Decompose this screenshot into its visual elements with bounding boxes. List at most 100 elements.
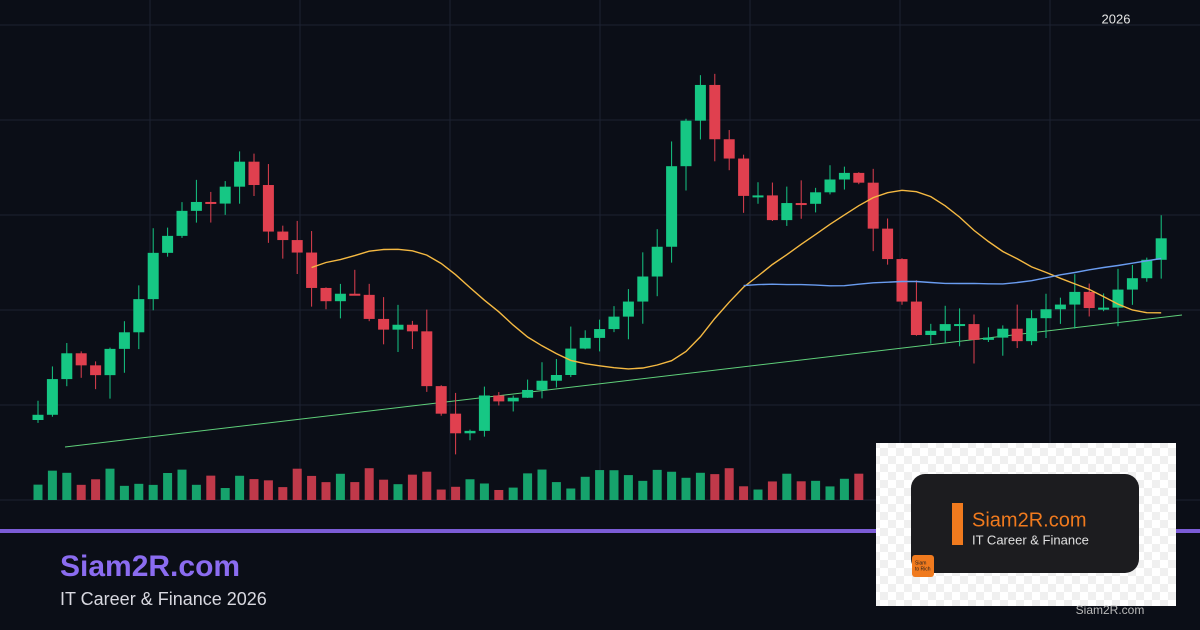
badge-text: Siam	[915, 560, 926, 566]
candle-body	[306, 252, 318, 288]
candle-body	[162, 235, 174, 253]
candle-body	[1011, 328, 1023, 342]
volume-bar	[278, 487, 288, 500]
volume	[33, 468, 864, 500]
volume-bar	[537, 469, 547, 500]
candles	[32, 73, 1167, 455]
volume-bar	[508, 487, 518, 500]
volume-bar	[451, 486, 461, 500]
volume-bar	[62, 472, 72, 500]
volume-bar	[796, 481, 806, 500]
volume-bar	[753, 489, 763, 500]
volume-bar	[220, 488, 230, 500]
volume-bar	[854, 473, 864, 500]
card	[911, 474, 1139, 573]
candle-body	[147, 252, 159, 300]
candle-body	[853, 172, 865, 183]
candle-body	[262, 185, 274, 232]
divider	[0, 529, 1200, 533]
candle-body	[1040, 309, 1052, 319]
volume-bar	[105, 468, 115, 500]
candle-body	[867, 182, 879, 229]
candle-body	[363, 294, 375, 319]
volume-bar	[623, 475, 633, 500]
badge	[912, 555, 934, 577]
candle-body	[1098, 307, 1110, 310]
volume-bar	[782, 473, 792, 500]
volume-bar	[163, 472, 173, 500]
candle-body	[349, 293, 361, 296]
candle-body	[61, 353, 73, 380]
volume-bar	[76, 484, 86, 500]
candle-body	[824, 179, 836, 193]
candle-body	[1054, 304, 1066, 310]
candle-body	[738, 158, 750, 196]
candle-body	[536, 380, 548, 390]
candle-body	[882, 228, 894, 260]
candle-body	[190, 201, 202, 211]
moving-average	[311, 189, 1162, 370]
candle-body	[32, 414, 44, 420]
candle-body	[118, 332, 130, 349]
candle-body	[723, 139, 735, 159]
volume-bar	[206, 475, 216, 500]
volume-bar	[191, 484, 201, 500]
badge-text: to Rich	[915, 566, 931, 572]
volume-bar	[235, 475, 245, 500]
candle-body	[954, 324, 966, 327]
volume-bar	[436, 489, 446, 500]
candle-body	[810, 192, 822, 204]
volume-bar	[595, 470, 605, 500]
volume-bar	[767, 481, 777, 500]
volume-bar	[739, 486, 749, 500]
logo-card: Siam2R.com IT Career & Finance Siam to R…	[876, 443, 1176, 606]
candle-body	[507, 397, 519, 402]
volume-bar	[292, 468, 302, 500]
volume-bar	[609, 470, 619, 500]
volume-bar	[119, 485, 129, 500]
volume-bar	[47, 470, 57, 500]
candle-body	[694, 84, 706, 121]
candle-body	[1126, 278, 1138, 290]
candle-body	[1155, 238, 1167, 260]
volume-bar	[465, 479, 475, 500]
candle-body	[781, 203, 793, 221]
volume-bar	[710, 474, 720, 500]
candle-body	[622, 301, 634, 317]
candle-body	[565, 348, 577, 376]
candle-body	[46, 379, 58, 415]
candle-body	[709, 84, 721, 140]
logo-bar	[952, 503, 963, 545]
candle-body	[795, 203, 807, 206]
volume-bar	[379, 479, 389, 500]
candle-body	[435, 386, 447, 414]
candle-body	[925, 330, 937, 336]
candle-body	[248, 161, 260, 186]
candle-body	[478, 395, 490, 431]
candle-body	[651, 246, 663, 277]
volume-bar	[667, 471, 677, 500]
volume-bar	[249, 479, 259, 500]
candle-body	[450, 413, 462, 434]
volume-bar	[523, 473, 533, 500]
volume-bar	[33, 484, 43, 500]
candle-body	[680, 120, 692, 167]
volume-bar	[695, 472, 705, 500]
candle-body	[982, 337, 994, 340]
volume-bar	[148, 484, 158, 500]
candle-body	[392, 324, 404, 330]
trend-line	[64, 314, 1183, 448]
candle-body	[320, 287, 332, 302]
volume-bar	[494, 489, 504, 500]
candle-body	[378, 318, 390, 330]
candle-body	[838, 172, 850, 180]
candle-body	[1141, 259, 1153, 279]
volume-bar	[825, 486, 835, 500]
candle-body	[637, 276, 649, 302]
candle-body	[176, 210, 188, 236]
volume-bar	[335, 473, 345, 500]
volume-bar	[638, 480, 648, 500]
candle-body	[939, 324, 951, 331]
volume-bar	[566, 488, 576, 500]
